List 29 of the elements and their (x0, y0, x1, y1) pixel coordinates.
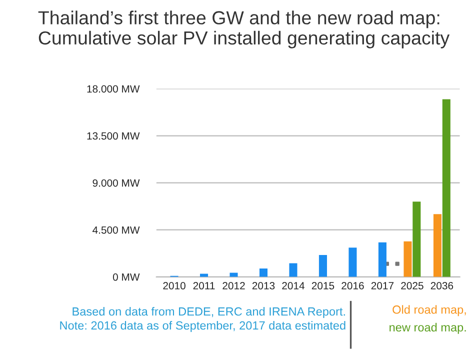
x-tick-label: 2013 (252, 282, 275, 290)
y-tick-label: 13.500 MW (87, 132, 140, 140)
bar (378, 242, 386, 277)
y-tick-label: 18.000 MW (87, 85, 140, 93)
x-tick-label: 2014 (282, 282, 305, 290)
x-tick-label: 2017 (371, 282, 394, 290)
bar (348, 248, 357, 277)
bar (230, 272, 238, 277)
bar (318, 254, 327, 277)
bar (433, 214, 442, 277)
bar (404, 241, 412, 277)
bar (412, 202, 421, 277)
x-tick-label: 2025 (401, 282, 424, 290)
x-tick-label: 2036 (430, 282, 454, 290)
text: Based on data from DEDE, ERC and IRENA Report. Note: 2016 data as of September, 2017 data estimated (60, 307, 346, 332)
x-tick-label: 2015 (312, 282, 334, 290)
chart-title: Thailand’s first three GW and the new road map: Cumulative solar PV installed generating capacity (38, 10, 450, 48)
y-tick-label: 4.500 MW (92, 226, 140, 234)
y-tick-label: 0 MW (112, 273, 140, 281)
bar (259, 268, 268, 277)
text: Old road map, (392, 305, 466, 316)
y-tick-label: 9.000 MW (92, 179, 140, 187)
text: new road map. (390, 322, 466, 334)
bar (289, 263, 298, 277)
x-tick-label: 2011 (193, 282, 215, 290)
bar (442, 99, 450, 277)
x-tick-label: 2012 (222, 282, 245, 290)
x-tick-label: 2010 (163, 282, 186, 290)
x-tick-label: 2016 (342, 282, 364, 290)
